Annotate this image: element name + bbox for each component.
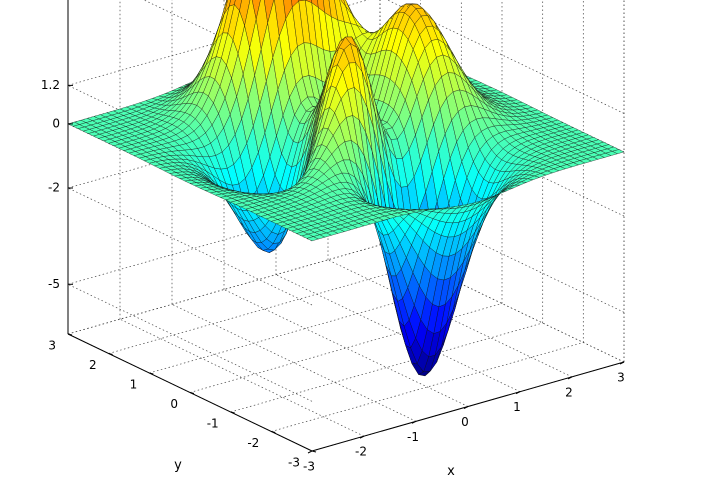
y-tick-mark [149,372,154,375]
x-axis-label: x [447,464,455,479]
x-tick-mark [567,376,573,380]
grid-line [67,283,313,402]
z-tick-label: -5 [48,277,60,291]
grid-line [386,0,625,114]
x-tick-label: 3 [617,371,625,385]
grid-line [379,98,625,217]
x-tick-mark [411,420,417,424]
grid-line [67,187,313,306]
grid-line [379,194,625,313]
grid-line [379,244,625,363]
z-tick-label: 0 [52,116,60,130]
y-axis-label: y [174,458,182,473]
x-tick-label: -3 [303,460,315,474]
x-tick-label: 1 [513,400,521,414]
surface-facet [224,0,231,15]
surface-facet [225,0,228,5]
y-tick-label: -1 [207,417,219,431]
y-tick-label: 2 [89,358,97,372]
x-tick-mark [515,391,521,395]
x-tick-mark [359,435,365,439]
y-tick-label: -3 [288,456,300,470]
y-tick-mark [311,450,317,453]
x-tick-label: 2 [565,385,573,399]
y-tick-label: -2 [247,436,259,450]
surface-facet [229,0,236,7]
y-tick-label: 3 [48,339,56,353]
x-tick-label: -2 [355,445,367,459]
grid-line [223,289,469,407]
y-tick-mark [189,392,195,394]
x-tick-label: -1 [407,430,419,444]
x-tick-mark [463,406,469,409]
grid-line [327,259,573,378]
x-tick-mark [307,450,313,454]
z-tick-label: 1.2 [41,78,60,92]
surface-mesh [67,0,625,377]
y-tick-mark [108,353,113,355]
grid-line [119,318,365,437]
x-tick-label: 0 [461,415,469,429]
z-tick-label: -2 [48,181,60,195]
y-tick-label: 0 [170,397,178,411]
y-tick-mark [67,333,73,336]
surface-facet [611,149,625,154]
y-tick-label: 1 [130,378,138,392]
surface-facet [251,0,261,20]
plot-box-front [67,0,625,454]
x-tick-mark [619,361,625,365]
grid-line [171,303,417,422]
grid-line [275,274,521,393]
y-tick-mark [230,411,235,414]
y-tick-mark [271,431,276,433]
